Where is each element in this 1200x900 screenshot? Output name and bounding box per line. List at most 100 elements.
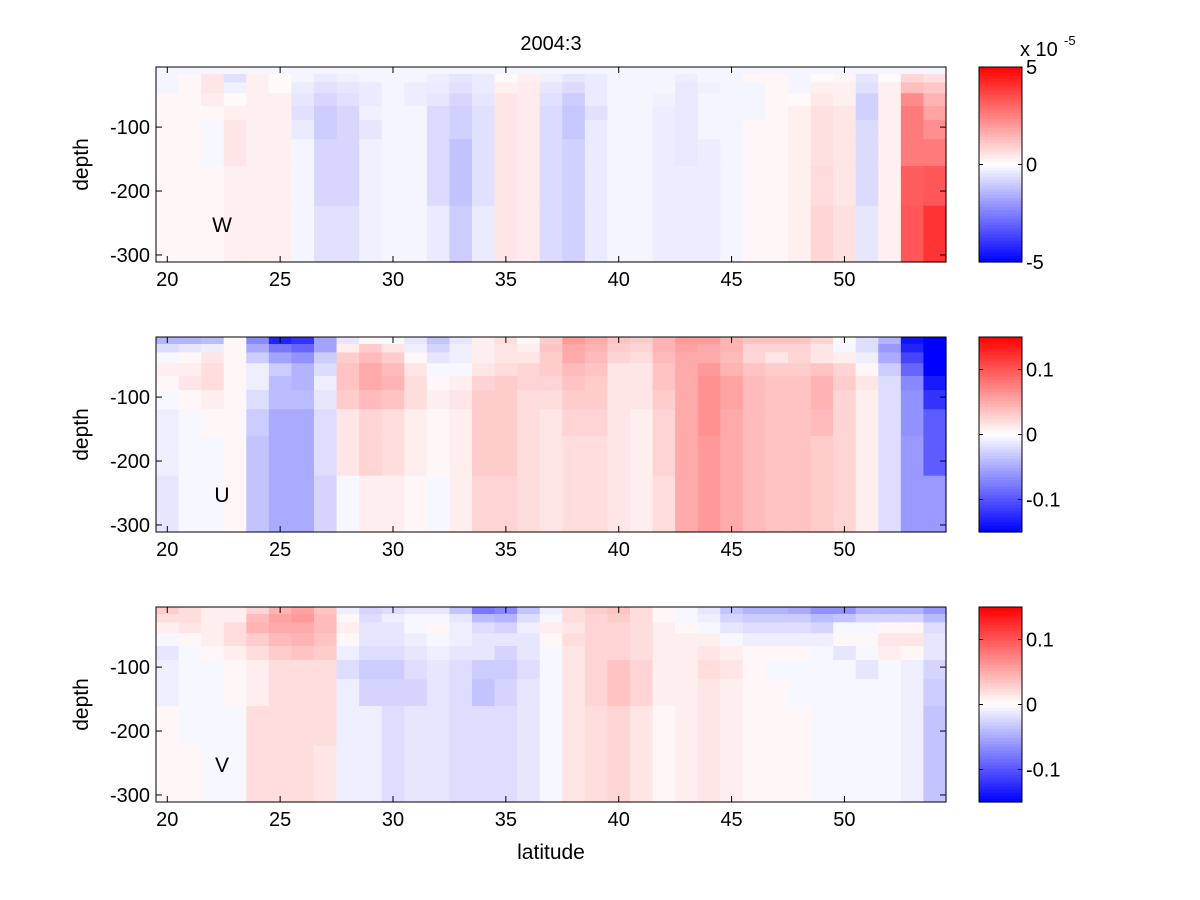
heatmap-cell: [652, 82, 676, 94]
heatmap-cell: [426, 74, 451, 83]
colorbar-swatch: [979, 661, 1022, 666]
heatmap-cell: [359, 475, 383, 533]
colorbar-swatch: [979, 631, 1022, 636]
heatmap-cell: [900, 706, 925, 747]
heatmap-cell: [855, 745, 879, 803]
heatmap-cell: [833, 352, 857, 364]
heatmap-cell: [404, 376, 428, 391]
heatmap-cell: [630, 475, 654, 533]
heatmap-cell: [765, 622, 789, 634]
heatmap-cell: [472, 745, 496, 803]
heatmap-cell: [178, 436, 202, 477]
heatmap-cell: [359, 67, 383, 75]
heatmap-cell: [268, 93, 293, 107]
x-tick-label: 45: [720, 809, 742, 831]
heatmap-cell: [201, 679, 225, 707]
heatmap-cell: [810, 205, 834, 263]
heatmap-cell: [652, 67, 676, 75]
heatmap-cell: [223, 120, 247, 140]
heatmap-cell: [426, 614, 451, 623]
heatmap-cell: [878, 344, 902, 353]
axes-box: [155, 66, 947, 263]
heatmap-cell: [878, 120, 902, 140]
heatmap-cell: [675, 82, 699, 94]
heatmap-cell: [697, 363, 721, 377]
heatmap-cell: [607, 614, 631, 623]
heatmap-cell: [810, 706, 834, 747]
heatmap-cell: [584, 93, 609, 107]
colorbar-swatch: [979, 164, 1022, 169]
heatmap-cell: [472, 679, 496, 707]
heatmap-cell: [449, 166, 473, 207]
heatmap-cell: [562, 337, 586, 345]
heatmap-cell: [268, 344, 293, 353]
heatmap-cell: [788, 344, 812, 353]
heatmap-cell: [765, 82, 789, 94]
colorbar-swatch: [979, 613, 1022, 617]
heatmap-cell: [765, 352, 789, 364]
heatmap-cell: [607, 352, 631, 364]
heatmap-cell: [449, 376, 473, 391]
colorbar-swatch: [979, 109, 1022, 114]
heatmap-cell: [652, 139, 676, 167]
colorbar-swatch: [979, 643, 1022, 648]
heatmap-cell: [359, 120, 383, 140]
colorbar-swatch: [979, 97, 1022, 102]
heatmap-cell: [630, 614, 654, 623]
heatmap-cell: [584, 475, 609, 533]
colorbar-swatch: [979, 85, 1022, 89]
heatmap-cell: [314, 67, 338, 75]
heatmap-cell: [472, 436, 496, 477]
heatmap-cell: [517, 363, 541, 377]
heatmap-cell: [833, 660, 857, 680]
heatmap-cell: [900, 376, 925, 391]
heatmap-cell: [201, 475, 225, 533]
heatmap-cell: [472, 120, 496, 140]
heatmap-cell: [336, 93, 360, 107]
heatmap-cell: [472, 352, 496, 364]
heatmap-cell: [426, 607, 451, 615]
heatmap-cell: [833, 706, 857, 747]
heatmap-cell: [268, 363, 293, 377]
heatmap-cell: [788, 646, 812, 661]
heatmap-cell: [742, 376, 767, 391]
heatmap-cell: [720, 120, 744, 140]
heatmap-cell: [720, 706, 744, 747]
colorbar-swatch: [979, 792, 1022, 797]
heatmap-cell: [178, 745, 202, 803]
heatmap-cell: [381, 166, 405, 207]
heatmap-cell: [878, 646, 902, 661]
heatmap-cell: [336, 607, 360, 615]
heatmap-cell: [900, 139, 925, 167]
heatmap-cell: [742, 436, 767, 477]
heatmap-cell: [562, 376, 586, 391]
heatmap-cell: [426, 352, 451, 364]
heatmap-cell: [268, 436, 293, 477]
heatmap-cell: [630, 344, 654, 353]
heatmap-cell: [900, 436, 925, 477]
heatmap-cell: [314, 74, 338, 83]
heatmap-cell: [878, 475, 902, 533]
colorbar-swatch: [979, 207, 1022, 211]
heatmap-cell: [404, 363, 428, 377]
heatmap-cell: [472, 363, 496, 377]
heatmap-cell: [900, 106, 925, 121]
heatmap-cell: [291, 120, 315, 140]
heatmap-cell: [923, 352, 947, 364]
heatmap-cell: [178, 646, 202, 661]
heatmap-cell: [720, 390, 744, 410]
heatmap-cell: [201, 106, 225, 121]
colorbar-swatch: [979, 686, 1022, 690]
colorbar-swatch: [979, 121, 1022, 126]
heatmap-cell: [584, 337, 609, 345]
heatmap-cell: [517, 74, 541, 83]
heatmap-cell: [900, 166, 925, 207]
heatmap-cell: [810, 139, 834, 167]
heatmap-cell: [539, 344, 563, 353]
colorbar-swatch: [979, 385, 1022, 390]
heatmap-cell: [697, 106, 721, 121]
heatmap-cell: [381, 679, 405, 707]
heatmap-cell: [810, 376, 834, 391]
heatmap-cell: [923, 633, 947, 647]
heatmap-cell: [336, 120, 360, 140]
